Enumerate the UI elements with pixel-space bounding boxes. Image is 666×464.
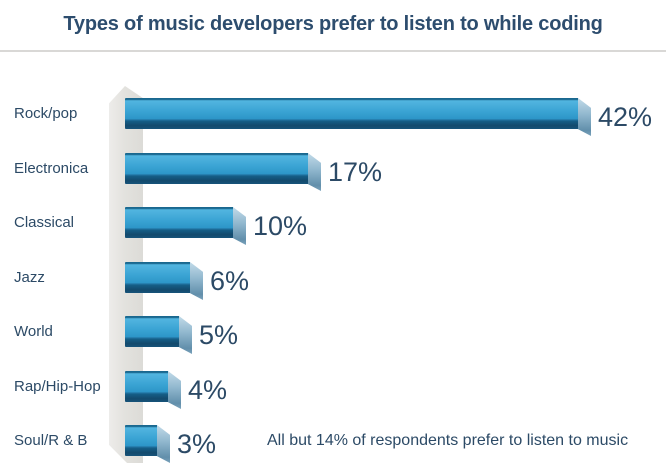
annotation-text: All but 14% of respondents prefer to lis… — [267, 432, 629, 449]
bar-side-face — [157, 425, 170, 463]
bar — [125, 425, 170, 463]
bar-side-face — [578, 98, 591, 136]
category-label: World — [14, 323, 53, 340]
category-label: Classical — [14, 214, 75, 231]
value-label: 3% — [177, 429, 217, 459]
bar-side-face — [190, 262, 203, 300]
bar — [125, 153, 321, 191]
bar — [125, 371, 181, 409]
category-label: Rap/Hip-Hop — [14, 378, 101, 395]
bar-side-face — [168, 371, 181, 409]
category-label: Electronica — [14, 160, 89, 177]
bar — [125, 98, 591, 136]
category-label: Soul/R & B — [14, 432, 88, 449]
bar-side-face — [308, 153, 321, 191]
value-label: 5% — [199, 320, 239, 350]
value-label: 6% — [210, 266, 250, 296]
bar — [125, 262, 203, 300]
value-label: 17% — [328, 157, 383, 187]
bar-side-face — [233, 207, 246, 245]
category-label: Jazz — [14, 269, 45, 286]
bar — [125, 316, 192, 354]
value-label: 10% — [253, 211, 308, 241]
category-label: Rock/pop — [14, 105, 78, 122]
value-label: 4% — [188, 375, 228, 405]
value-label: 42% — [598, 102, 653, 132]
bar-side-face — [179, 316, 192, 354]
bar — [125, 207, 246, 245]
chart-title: Types of music developers prefer to list… — [63, 13, 603, 35]
title-divider — [0, 50, 666, 52]
